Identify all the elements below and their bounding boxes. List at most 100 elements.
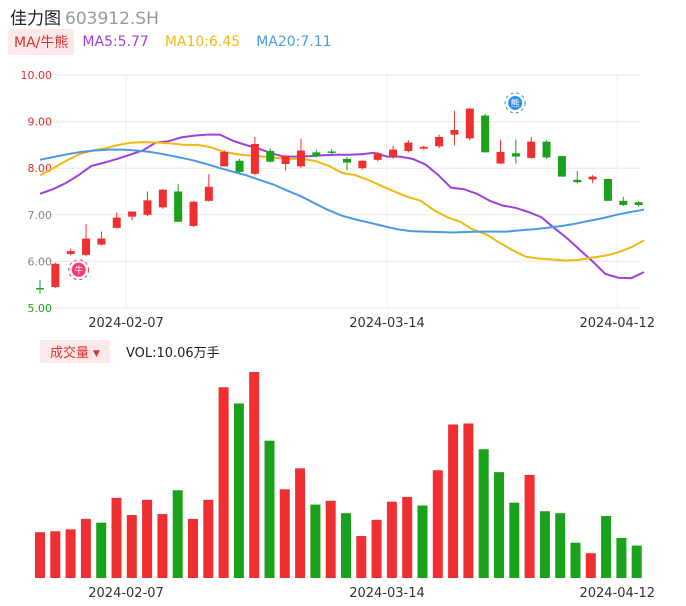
volume-bar <box>96 522 107 578</box>
candle <box>511 139 520 164</box>
candle-body <box>450 129 459 135</box>
candle-body <box>235 160 244 172</box>
candle-body <box>36 287 44 290</box>
candle-body <box>481 115 490 153</box>
volume-legend: 成交量 ▼ VOL:10.06万手 <box>40 339 220 363</box>
bull-marker-icon: 牛 <box>68 259 90 281</box>
candle <box>143 191 152 217</box>
bear-marker-icon: 熊 <box>504 92 526 114</box>
candle <box>373 151 382 162</box>
candle-body <box>404 142 413 151</box>
volume-x-tick-label: 2024-04-12 <box>579 586 655 601</box>
volume-indicator-selector[interactable]: 成交量 ▼ <box>40 339 110 363</box>
volume-x-tick-label: 2024-03-14 <box>349 586 425 601</box>
ma5-legend: MA5:5.77 <box>82 34 149 50</box>
marker-label: 牛 <box>74 264 83 276</box>
candle <box>235 158 244 173</box>
candle <box>496 139 505 165</box>
candle <box>266 148 275 163</box>
candle-body <box>220 151 229 167</box>
ma20-legend: MA20:7.11 <box>256 34 332 50</box>
candle-body <box>143 200 152 215</box>
ma-legend: MA/牛熊 MA5:5.77 MA10:6.45 MA20:7.11 <box>8 29 348 55</box>
volume-bar <box>631 545 642 578</box>
candle-body <box>204 186 213 201</box>
volume-bar <box>417 505 428 578</box>
candle-body <box>281 155 290 165</box>
volume-bar <box>448 424 459 578</box>
volume-bar <box>555 513 566 578</box>
volume-bar <box>264 440 275 578</box>
volume-bar <box>432 470 443 578</box>
candle-body <box>112 217 121 228</box>
candle-body <box>358 160 367 169</box>
candle <box>404 140 413 153</box>
candle-body <box>496 151 505 164</box>
candle-body <box>250 143 259 174</box>
candle-body <box>97 238 106 245</box>
volume-bar <box>295 468 306 578</box>
candle <box>557 155 566 177</box>
candle-body <box>296 150 305 167</box>
marker-dot <box>508 95 523 110</box>
volume-bar <box>172 490 183 578</box>
candle <box>82 224 91 257</box>
candle-body <box>527 141 536 158</box>
candle-body <box>588 176 597 180</box>
candle-body <box>603 178 612 201</box>
ma-indicator-selector[interactable]: MA/牛熊 <box>8 29 75 55</box>
volume-value: VOL:10.06万手 <box>125 345 220 361</box>
price-x-tick-label: 2024-04-12 <box>579 316 655 331</box>
candle-body <box>634 202 643 206</box>
candle <box>419 145 428 150</box>
marker-dot <box>71 262 86 277</box>
candle-body <box>343 158 351 163</box>
candle <box>481 114 490 153</box>
price-y-tick-label: 7.00 <box>28 209 53 222</box>
candle <box>619 196 628 206</box>
volume-bar <box>616 537 627 578</box>
volume-bar <box>35 532 45 578</box>
candle <box>465 108 474 141</box>
volume-bar <box>371 519 382 578</box>
candle <box>66 248 75 256</box>
candle <box>327 149 336 155</box>
candle <box>51 262 60 288</box>
volume-bar <box>356 536 367 578</box>
candle-body <box>435 136 444 147</box>
volume-bar <box>233 403 244 578</box>
volume-bar <box>585 553 596 578</box>
volume-x-tick-label: 2024-02-07 <box>88 586 164 601</box>
volume-bar <box>570 542 581 578</box>
volume-bar <box>325 500 336 578</box>
volume-bar <box>126 515 137 578</box>
candle <box>358 160 367 170</box>
candle-body <box>158 189 167 208</box>
candle <box>573 170 582 184</box>
candle-body <box>373 153 382 160</box>
volume-bar <box>524 475 535 578</box>
candle <box>312 149 321 158</box>
marker-ring <box>68 259 90 281</box>
volume-bar <box>463 423 474 578</box>
candle <box>158 189 167 209</box>
volume-bar <box>310 504 321 578</box>
candle <box>97 231 106 246</box>
stock-name: 佳力图 <box>10 9 61 29</box>
candle <box>603 178 612 201</box>
price-y-tick-label: 8.00 <box>28 162 53 175</box>
volume-bar <box>203 499 214 578</box>
candle <box>281 155 290 171</box>
candle <box>112 212 121 229</box>
volume-bar <box>65 529 76 578</box>
price-y-tick-label: 10.00 <box>21 69 53 82</box>
candle-body <box>389 149 398 158</box>
candle <box>343 157 351 171</box>
candle <box>189 200 198 227</box>
volume-bar <box>402 496 413 578</box>
caret-down-icon: ▼ <box>93 348 100 359</box>
candle-body <box>511 153 520 157</box>
marker-label: 熊 <box>511 97 520 109</box>
stock-code: 603912.SH <box>65 9 159 29</box>
candle-body <box>174 191 183 222</box>
